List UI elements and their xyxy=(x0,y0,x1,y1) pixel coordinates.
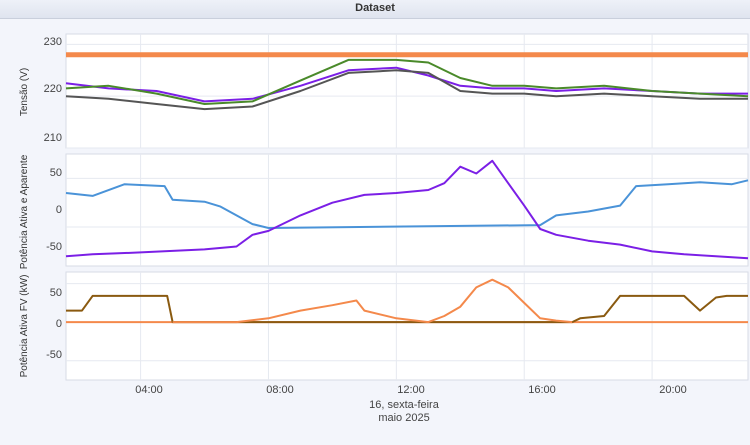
y-ticks-power: 50 0 -50 xyxy=(46,167,62,253)
y-tick-label: 230 xyxy=(44,36,62,48)
series-line-olive xyxy=(66,294,748,324)
x-tick-label: 20:00 xyxy=(659,384,687,396)
series-line-green xyxy=(65,58,749,105)
y-tick-label: 0 xyxy=(56,318,62,330)
series-line-orange xyxy=(172,278,573,324)
y-tick-label: 0 xyxy=(56,204,62,216)
x-tick-label: 16:00 xyxy=(528,384,556,396)
x-axis-date-line1: 16, sexta-feira xyxy=(369,399,440,411)
series-line-blue xyxy=(65,179,749,229)
y-ticks-voltage: 230 220 210 xyxy=(44,36,62,144)
x-tick-label: 04:00 xyxy=(135,384,163,396)
plot-panel-pv-power xyxy=(65,271,749,381)
x-tick-label: 08:00 xyxy=(266,384,294,396)
x-tick-label: 12:00 xyxy=(397,384,425,396)
x-axis-date-line2: maio 2025 xyxy=(378,412,429,424)
y-tick-label: 220 xyxy=(44,83,62,95)
y-axis-label-pv-power: Potência Ativa FV (kW) xyxy=(19,275,30,378)
y-tick-label: 50 xyxy=(50,287,62,299)
y-tick-label: 50 xyxy=(50,167,62,179)
chart-area: Tensão (V) Potência Ativa e Aparente Pot… xyxy=(19,33,749,424)
y-tick-label: -50 xyxy=(46,349,62,361)
y-ticks-pv-power: 50 0 -50 xyxy=(46,287,62,361)
y-axis-label-voltage: Tensão (V) xyxy=(19,68,30,116)
y-tick-label: 210 xyxy=(44,132,62,144)
series-layer xyxy=(65,52,749,324)
series-line-dark_gray xyxy=(65,69,748,111)
series-line-purple xyxy=(65,159,749,260)
y-axis-label-power: Potência Ativa e Aparente xyxy=(19,154,30,269)
x-ticks: 04:00 08:00 12:00 16:00 20:00 xyxy=(135,384,687,396)
series-line-purple xyxy=(65,66,748,103)
y-tick-label: -50 xyxy=(46,241,62,253)
window-title: Dataset xyxy=(0,0,750,19)
